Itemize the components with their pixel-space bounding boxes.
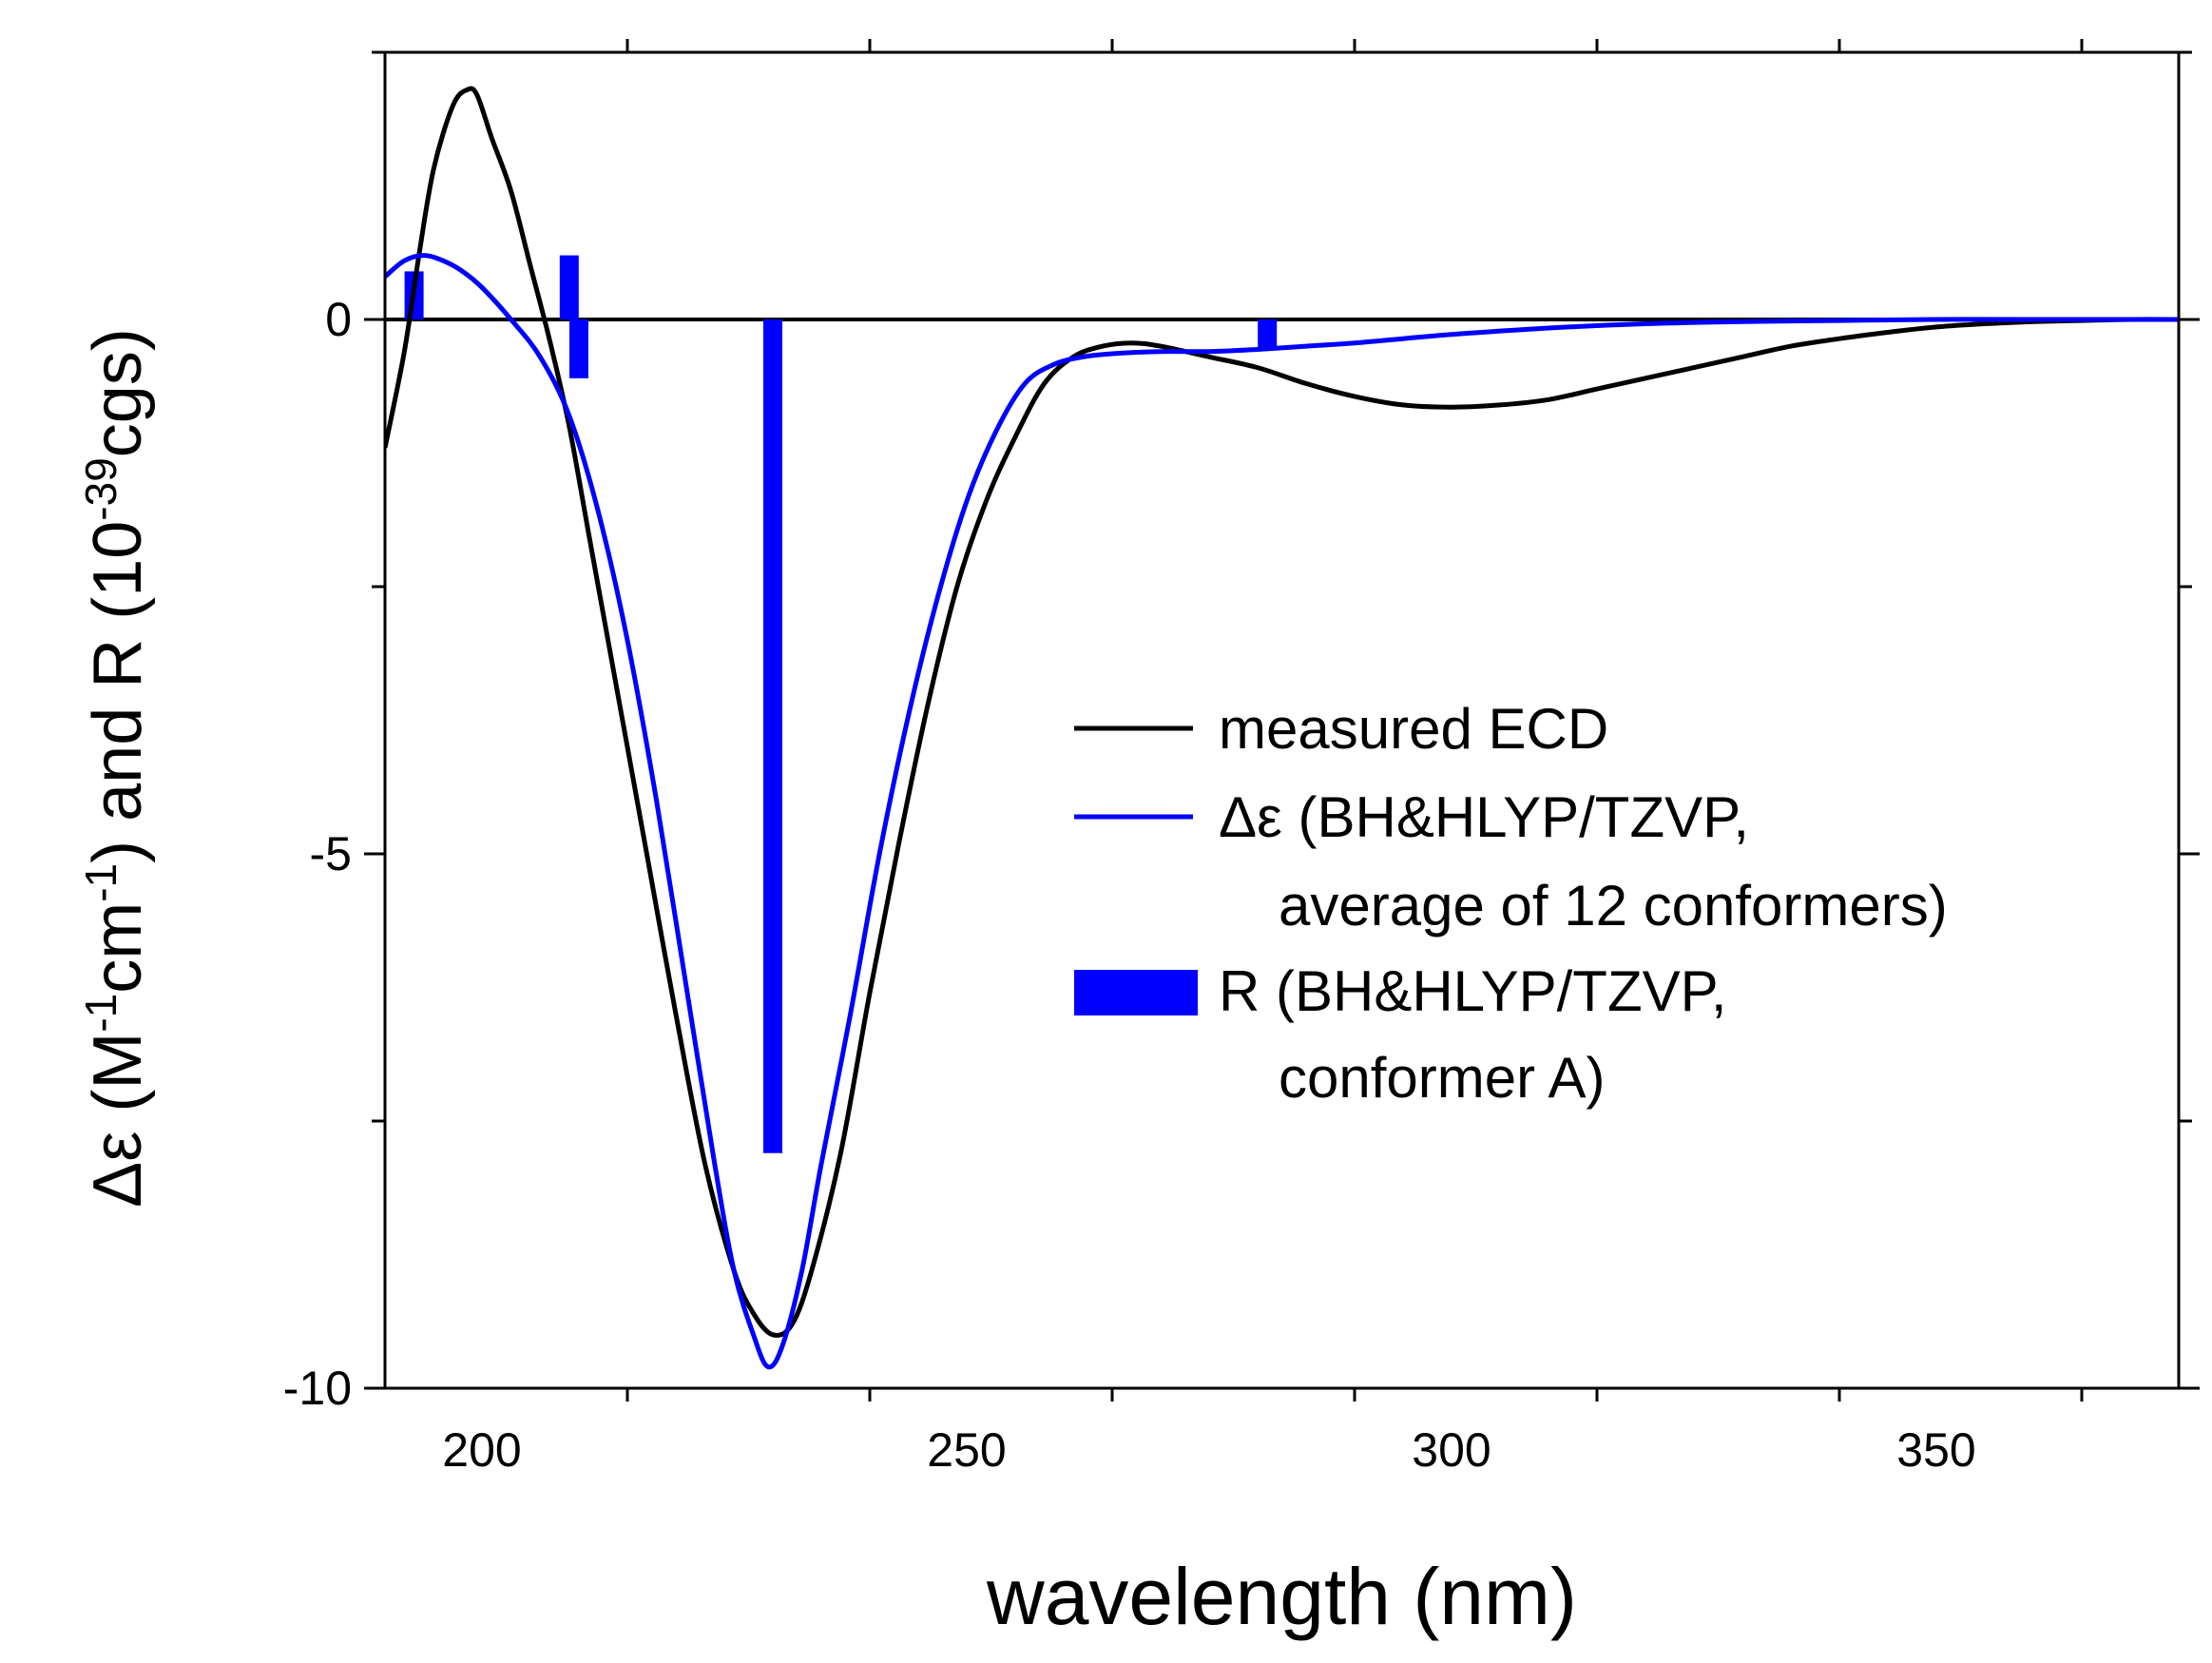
legend: measured ECD Δε (BH&HLYP/TZVP, average o…	[1074, 697, 1948, 1110]
calculated-delta-epsilon-line	[385, 253, 2179, 1370]
y-axis-title-end: cgs)	[80, 328, 156, 457]
y-axis-title-sup1: -1	[76, 994, 125, 1033]
stick-bar	[569, 319, 588, 378]
legend-label-calculated-line2: average of 12 conformers)	[1279, 874, 1948, 938]
y-axis-title-sup3: -39	[76, 457, 125, 520]
axis-ticks: 200 250 300 350 0 -5 -10	[283, 39, 2200, 1477]
stick-bar	[559, 255, 579, 319]
legend-label-calculated-line1: Δε (BH&HLYP/TZVP,	[1219, 785, 1749, 849]
y-axis-title-mid1: cm	[80, 902, 156, 994]
y-axis-title-mid2: ) and R (10	[80, 521, 156, 863]
x-axis-title: wavelength (nm)	[986, 1552, 1577, 1641]
x-tick-label: 250	[927, 1423, 1006, 1477]
measured-ecd-line	[385, 86, 2179, 1338]
plot-area	[385, 86, 2179, 1370]
legend-label-sticks-line1: R (BH&HLYP/TZVP,	[1219, 959, 1727, 1023]
x-tick-label: 350	[1896, 1423, 1975, 1477]
plot-content	[385, 86, 2179, 1370]
legend-swatch-sticks	[1074, 970, 1198, 1015]
y-axis-title: Δε (M-1cm-1) and R (10-39cgs)	[76, 328, 156, 1208]
stick-bar	[763, 319, 782, 1153]
x-tick-label: 200	[442, 1423, 521, 1477]
y-axis-title-sup2: -1	[76, 863, 125, 902]
y-tick-label: -10	[283, 1362, 352, 1415]
legend-label-measured: measured ECD	[1219, 697, 1608, 761]
plot-frame	[383, 50, 2181, 1390]
y-tick-label: 0	[325, 293, 352, 346]
y-axis-title-main: Δε (M	[80, 1033, 156, 1208]
stick-bar	[1258, 319, 1278, 350]
y-tick-label: -5	[310, 827, 352, 880]
x-tick-label: 300	[1412, 1423, 1491, 1477]
legend-label-sticks-line2: conformer A)	[1279, 1046, 1605, 1110]
